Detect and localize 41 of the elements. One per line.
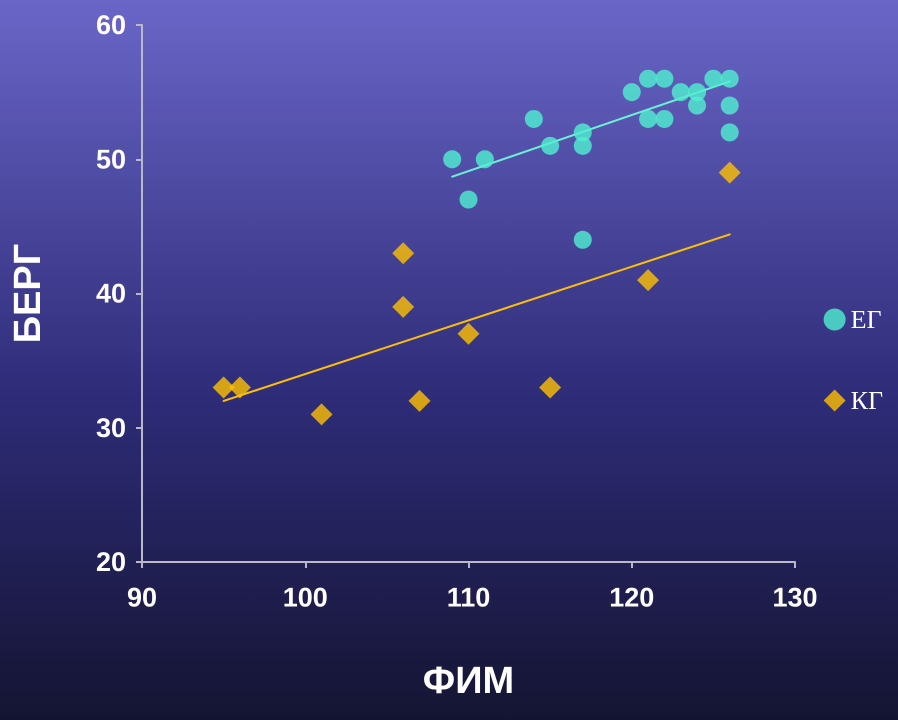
point — [310, 403, 333, 426]
point — [622, 83, 641, 102]
point — [541, 136, 560, 155]
x-tick-label: 90 — [126, 582, 158, 612]
x-tick-label: 130 — [772, 582, 818, 612]
legend-label: ЕГ — [850, 305, 882, 334]
point — [688, 96, 706, 115]
point — [458, 322, 480, 345]
point — [392, 242, 414, 264]
point — [718, 162, 741, 184]
legend-label: КГ — [850, 386, 883, 415]
x-tick-label: 100 — [282, 582, 328, 612]
point — [392, 296, 414, 318]
point — [720, 96, 739, 115]
point — [460, 190, 478, 209]
point — [228, 376, 251, 398]
point — [655, 70, 674, 88]
point — [539, 376, 562, 398]
point — [574, 230, 592, 249]
y-axis-title: БЕРГ — [7, 244, 49, 344]
y-tick-label: 60 — [96, 10, 126, 40]
point — [639, 70, 658, 88]
point — [443, 150, 462, 168]
x-axis-title: ФИМ — [422, 660, 514, 702]
x-tick-label: 110 — [446, 582, 490, 612]
point — [639, 110, 658, 128]
point — [720, 70, 739, 88]
point — [672, 83, 690, 102]
y-tick-label: 20 — [96, 547, 126, 577]
y-tick-label: 40 — [96, 278, 126, 308]
point — [704, 70, 722, 88]
point — [574, 136, 592, 155]
point — [524, 110, 543, 128]
point — [408, 390, 431, 412]
y-tick-label: 50 — [96, 144, 126, 174]
point — [720, 123, 739, 142]
point — [476, 150, 494, 168]
y-tick-label: 30 — [96, 412, 126, 443]
point — [655, 110, 674, 128]
x-tick-label: 120 — [609, 582, 654, 612]
point — [637, 269, 660, 292]
